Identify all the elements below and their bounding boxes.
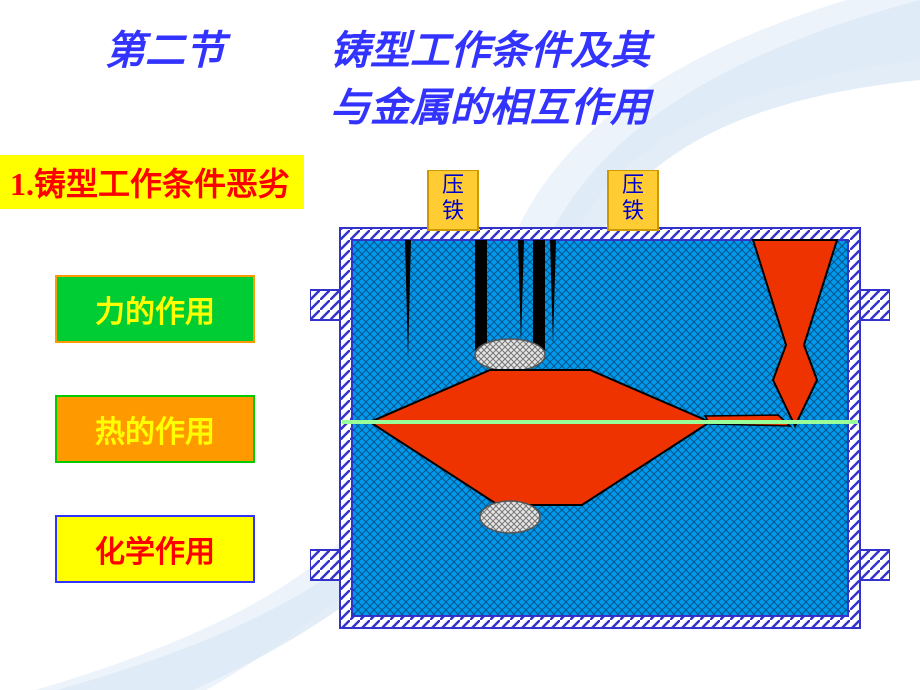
title-line-2: 与金属的相互作用 <box>330 75 650 133</box>
weight-label: 铁 <box>622 198 644 223</box>
flask-lug <box>860 550 890 580</box>
concept-heat: 热的作用 <box>55 395 255 463</box>
riser <box>533 240 545 350</box>
mold-diagram: 压铁压铁 <box>310 170 890 630</box>
weight-label: 压 <box>622 172 644 197</box>
concept-chemical: 化学作用 <box>55 515 255 583</box>
flask-lug <box>310 290 340 320</box>
concept-force: 力的作用 <box>55 275 255 343</box>
bottom-core <box>480 501 540 533</box>
top-core <box>475 339 545 371</box>
section-number: 第二节 <box>105 18 225 76</box>
weight-label: 铁 <box>442 198 464 223</box>
weight-block: 压铁 <box>608 170 658 230</box>
subheading: 1.铸型工作条件恶劣 <box>0 155 304 209</box>
weight-block: 压铁 <box>428 170 478 230</box>
flask-lug <box>860 290 890 320</box>
title-line-1: 铸型工作条件及其 <box>330 18 650 76</box>
weight-label: 压 <box>442 172 464 197</box>
flask-lug <box>310 550 340 580</box>
riser <box>475 240 487 350</box>
